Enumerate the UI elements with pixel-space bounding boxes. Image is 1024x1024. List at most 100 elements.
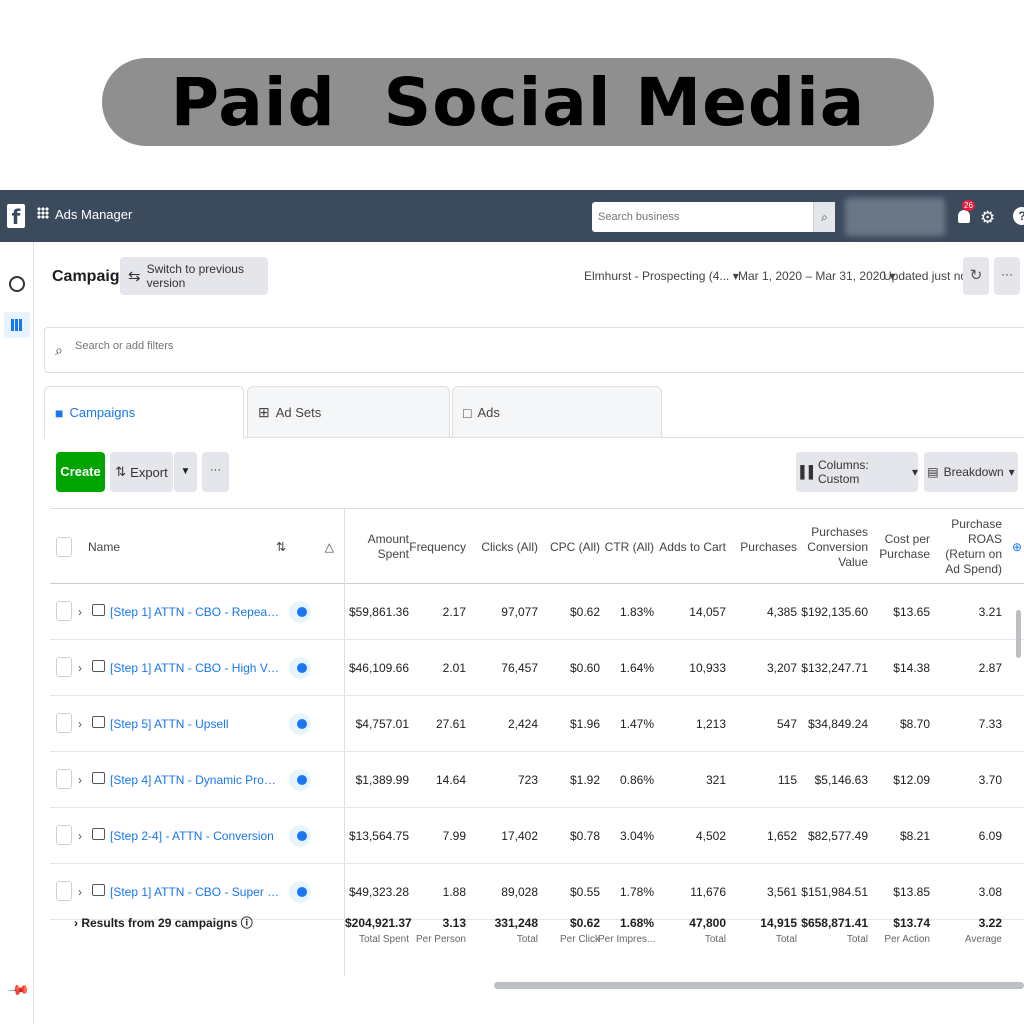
left-rail: 📌 [0,242,34,1024]
cell-value: $5,146.63 [814,773,868,787]
total-ctr-sub: Per Impres... [598,934,656,945]
cell-cpp: $13.85 [893,885,930,899]
filter-input[interactable] [75,340,375,352]
vertical-scrollbar[interactable] [1016,610,1021,658]
app-name[interactable]: Ads Manager [55,207,133,222]
table-row[interactable]: ›[Step 1] ATTN - CBO - Super - 1 Ad Set … [50,864,1024,920]
chevron-right-icon[interactable]: › [78,661,82,675]
cell-purch: 547 [776,717,797,731]
campaign-name-link[interactable]: [Step 2-4] - ATTN - Conversion [110,829,274,843]
totals-label-text: Results from 29 campaigns [81,916,238,930]
table-row[interactable]: › [Step 2-4] - ATTN - Conversion $13,564.7… [50,808,1024,864]
toolbar-more-button[interactable]: ··· [202,452,229,492]
profile-blurred[interactable] [845,198,945,236]
cell-value: $192,135.60 [801,605,868,619]
cell-atc: 14,057 [689,605,726,619]
gear-icon[interactable]: ⚙ [980,208,996,227]
row-checkbox[interactable] [56,657,72,677]
column-clicks[interactable]: Clicks (All) [481,539,538,554]
top-bar: f Ads Manager ⌕ 26 ⚙ ? [0,190,1024,242]
table-row[interactable]: › [Step 5] ATTN - Upsell $4,757.01 27.61 2,4… [50,696,1024,752]
campaign-toggle[interactable] [289,657,311,679]
cell-spent: $1,389.99 [355,773,409,787]
row-checkbox[interactable] [56,825,72,845]
campaign-name-link[interactable]: [Step 4] ATTN - Dynamic Product Catal... [110,773,280,787]
column-name[interactable]: Name [88,539,121,554]
row-checkbox[interactable] [56,713,72,733]
business-search[interactable]: ⌕ [592,202,835,232]
date-range-picker[interactable]: Mar 1, 2020 – Mar 31, 2020 ▾ [738,269,896,283]
cell-ctr: 0.86% [619,773,654,787]
campaign-name-link[interactable]: [Step 5] ATTN - Upsell [110,717,229,731]
search-icon[interactable]: ⌕ [813,202,835,232]
refresh-icon[interactable]: ↻ [963,257,989,295]
column-amount-spent[interactable]: Amount Spent [367,532,409,561]
column-conversion-value[interactable]: Purchases Conversion Value [807,524,868,569]
campaign-name-link[interactable]: [Step 1] ATTN - CBO - High Value - 1 A..… [110,661,280,675]
cell-ctr: 1.47% [619,717,654,731]
chevron-right-icon[interactable]: › [78,605,82,619]
folder-icon [92,604,105,616]
row-checkbox[interactable] [56,769,72,789]
row-checkbox[interactable] [56,601,72,621]
column-frequency[interactable]: Frequency [409,539,466,554]
cell-spent: $46,109.66 [348,661,409,675]
facebook-logo-icon[interactable]: f [7,204,25,229]
breakdown-button[interactable]: ▤ Breakdown ▾ [924,452,1018,492]
totals-label[interactable]: › Results from 29 campaigns ⓘ [74,916,253,930]
header-more-button[interactable]: ··· [994,257,1020,295]
export-dropdown-icon[interactable]: ▼ [174,452,197,492]
campaign-toggle[interactable] [289,713,311,735]
chevron-right-icon[interactable]: › [78,885,82,899]
export-button[interactable]: ⇅ Export [110,452,173,492]
apps-grid-icon[interactable] [37,207,49,219]
tab-campaigns[interactable]: ■ Campaigns [44,386,244,438]
total-roas: 3.22 [978,916,1002,930]
column-cost-per-purchase[interactable]: Cost per Purchase [879,532,930,561]
column-adds-to-cart[interactable]: Adds to Cart [659,539,726,554]
cell-cpp: $8.70 [899,717,930,731]
table-row[interactable]: › [Step 1] ATTN - CBO - High Value - 1 A.… [50,640,1024,696]
columns-icon: ▐▐ [796,465,814,479]
info-icon[interactable]: ⓘ [240,916,253,930]
sort-icon[interactable]: ⇅ [275,539,286,554]
filter-bar[interactable]: ⌕ [44,327,1024,373]
chevron-right-icon[interactable]: › [78,717,82,731]
business-search-input[interactable] [592,202,813,232]
folder-icon [92,884,105,896]
cell-ctr: 3.04% [619,829,654,843]
chevron-right-icon[interactable]: › [78,773,82,787]
column-ctr[interactable]: CTR (All) [604,539,654,554]
cell-roas: 2.87 [978,661,1002,675]
switch-version-button[interactable]: ⇆ Switch to previous version [120,257,268,295]
row-checkbox[interactable] [56,881,72,901]
horizontal-scrollbar[interactable] [494,982,1024,989]
table-row[interactable]: › [Step 4] ATTN - Dynamic Product Catal..… [50,752,1024,808]
page-title: Campaigns [52,268,139,285]
cell-freq: 1.88 [442,885,466,899]
column-purchases[interactable]: Purchases [740,539,797,554]
column-cpc[interactable]: CPC (All) [550,539,600,554]
campaign-name-link[interactable]: [Step 1] ATTN - CBO - Repeat Buyers L... [110,605,280,619]
columns-button[interactable]: ▐▐ Columns: Custom ▾ [796,452,918,492]
pin-icon[interactable]: 📌 [7,978,31,1002]
table-row[interactable]: › [Step 1] ATTN - CBO - Repeat Buyers L..… [50,584,1024,640]
overview-gauge-icon[interactable] [9,276,25,292]
select-all-checkbox[interactable] [56,537,72,557]
tab-ads[interactable]: □ Ads [452,386,662,438]
tab-ad-sets[interactable]: ⊞ Ad Sets [247,386,450,438]
cell-roas: 3.08 [978,885,1002,899]
notifications-bell-icon[interactable] [958,208,972,226]
add-column-icon[interactable]: ⊕ [1011,539,1022,554]
create-button[interactable]: Create [56,452,105,492]
campaigns-table-icon[interactable] [4,312,30,338]
campaign-toggle[interactable] [289,825,311,847]
campaign-toggle[interactable] [289,769,311,791]
help-icon[interactable]: ? [1013,207,1024,225]
campaign-toggle[interactable] [289,601,311,623]
account-selector[interactable]: Elmhurst - Prospecting (4... ▾ [584,269,739,283]
campaign-toggle[interactable] [289,881,311,903]
cell-clicks: 17,402 [501,829,538,843]
column-roas[interactable]: Purchase ROAS (Return on Ad Spend) [945,517,1002,576]
chevron-right-icon[interactable]: › [78,829,82,843]
